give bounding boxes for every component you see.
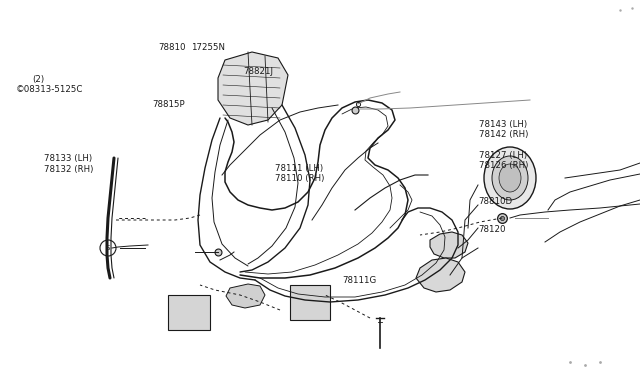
Polygon shape — [168, 295, 210, 330]
Ellipse shape — [492, 156, 528, 200]
Text: 78821J: 78821J — [243, 67, 273, 76]
Text: 78810D: 78810D — [479, 197, 513, 206]
Text: 78810: 78810 — [159, 43, 186, 52]
Polygon shape — [430, 232, 468, 258]
Text: 78142 (RH): 78142 (RH) — [479, 130, 528, 139]
Text: ©08313-5125C: ©08313-5125C — [16, 85, 83, 94]
Text: 78133 (LH): 78133 (LH) — [44, 154, 92, 163]
Ellipse shape — [484, 147, 536, 209]
Text: 78111 (LH): 78111 (LH) — [275, 164, 323, 173]
Text: 78132 (RH): 78132 (RH) — [44, 165, 93, 174]
Text: 78143 (LH): 78143 (LH) — [479, 120, 527, 129]
Text: 78127 (LH): 78127 (LH) — [479, 151, 527, 160]
Polygon shape — [290, 285, 330, 320]
Text: 78110 (RH): 78110 (RH) — [275, 174, 324, 183]
Polygon shape — [218, 52, 288, 125]
Text: 78120: 78120 — [479, 225, 506, 234]
Text: 78126 (RH): 78126 (RH) — [479, 161, 528, 170]
Text: 78815P: 78815P — [152, 100, 185, 109]
Polygon shape — [416, 258, 465, 292]
Text: (2): (2) — [32, 76, 44, 84]
Text: 17255N: 17255N — [191, 43, 225, 52]
Polygon shape — [226, 284, 265, 308]
Text: 78111G: 78111G — [342, 276, 377, 285]
Ellipse shape — [499, 164, 521, 192]
Text: S: S — [106, 245, 110, 251]
